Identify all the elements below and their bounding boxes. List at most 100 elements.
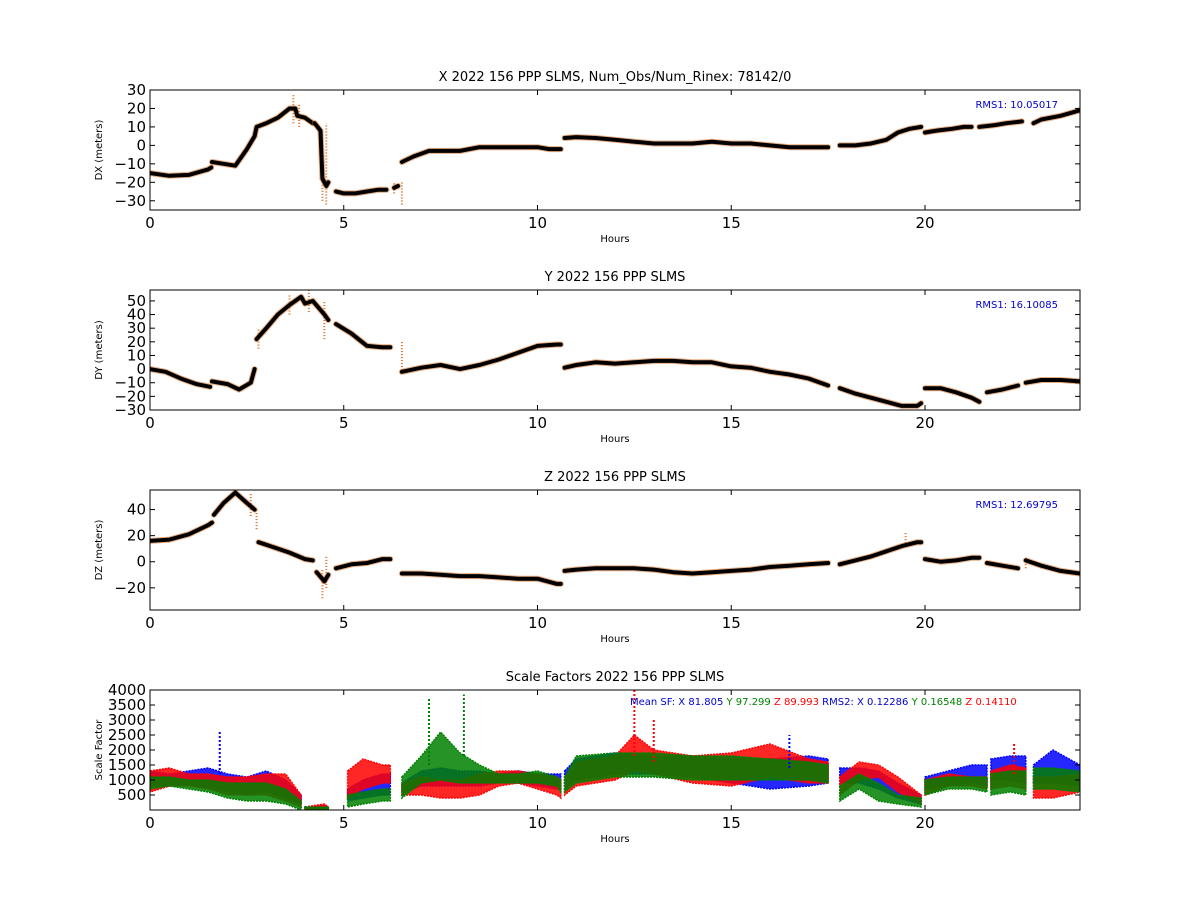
x-tick-label: 15 bbox=[722, 214, 741, 232]
annotation-part: Z 89.993 bbox=[771, 697, 819, 708]
series-segment bbox=[837, 386, 924, 408]
series-segment bbox=[399, 571, 563, 586]
x-axis-label: Hours bbox=[600, 434, 629, 445]
y-tick-label: 20 bbox=[127, 527, 146, 545]
series-segment bbox=[399, 145, 563, 164]
series-segment bbox=[562, 561, 831, 576]
x-tick-label: 5 bbox=[339, 814, 349, 832]
x-tick-label: 0 bbox=[145, 414, 155, 432]
x-tick-label: 10 bbox=[528, 614, 547, 632]
scale-factor-annotation: Mean SF: X 81.805 Y 97.299 Z 89.993 RMS2… bbox=[630, 697, 1017, 708]
series-segment bbox=[314, 570, 331, 584]
series-segment bbox=[399, 342, 563, 374]
series-segment bbox=[334, 557, 393, 571]
x-tick-label: 5 bbox=[339, 414, 349, 432]
scale-band-y bbox=[1032, 767, 1080, 793]
series-segment bbox=[150, 367, 213, 389]
y-axis-label: DX (meters) bbox=[94, 119, 105, 180]
y-tick-label: 3000 bbox=[108, 711, 146, 729]
chart-title: Scale Factors 2022 156 PPP SLMS bbox=[506, 670, 725, 685]
scale-band-y bbox=[924, 776, 988, 796]
chart-title: Y 2022 156 PPP SLMS bbox=[544, 270, 686, 285]
y-tick-label: 0 bbox=[136, 136, 146, 154]
y-tick-label: 2500 bbox=[108, 726, 146, 744]
series-segment bbox=[334, 187, 389, 196]
series-segment bbox=[392, 184, 400, 190]
y-tick-label: −20 bbox=[114, 387, 146, 405]
y-tick-label: 1500 bbox=[108, 756, 146, 774]
annotation-part: Mean SF: X 81.805 bbox=[630, 697, 723, 708]
plot-area bbox=[150, 93, 1080, 205]
y-tick-label: 1000 bbox=[108, 771, 146, 789]
x-tick-label: 5 bbox=[339, 214, 349, 232]
y-tick-label: 0 bbox=[136, 360, 146, 378]
y-tick-label: −30 bbox=[114, 401, 146, 419]
annotation-part: Y 0.16548 bbox=[908, 697, 962, 708]
y-tick-label: 30 bbox=[127, 319, 146, 337]
series-segment bbox=[837, 540, 924, 567]
y-tick-label: −30 bbox=[114, 192, 146, 210]
y-axis-label: Scale Factor bbox=[94, 719, 105, 781]
y-tick-label: −10 bbox=[114, 155, 146, 173]
x-tick-label: 0 bbox=[145, 614, 155, 632]
series-segment bbox=[1023, 558, 1080, 576]
series-segment bbox=[256, 540, 315, 563]
series-segment bbox=[210, 367, 257, 392]
annotation-part: RMS2: X 0.12286 bbox=[819, 697, 908, 708]
annotation-part: Z 0.14110 bbox=[962, 697, 1017, 708]
x-tick-label: 10 bbox=[528, 814, 547, 832]
series-segment bbox=[211, 490, 257, 517]
rms-annotation: RMS1: 16.10085 bbox=[975, 300, 1058, 311]
chart-title: X 2022 156 PPP SLMS, Num_Obs/Num_Rinex: … bbox=[439, 70, 792, 85]
y-tick-label: 40 bbox=[127, 501, 146, 519]
annotation-part: Y 97.299 bbox=[723, 697, 770, 708]
series-segment bbox=[923, 386, 982, 404]
plot-area bbox=[150, 490, 1080, 599]
series-segment bbox=[254, 294, 331, 342]
y-tick-label: 50 bbox=[127, 292, 146, 310]
y-tick-label: 10 bbox=[127, 346, 146, 364]
series-segment bbox=[210, 106, 315, 168]
series-segment bbox=[562, 358, 831, 388]
x-tick-label: 20 bbox=[915, 814, 934, 832]
y-tick-label: 2000 bbox=[108, 741, 146, 759]
series-segment bbox=[1023, 378, 1080, 385]
y-tick-label: 0 bbox=[136, 553, 146, 571]
series-segment bbox=[985, 383, 1020, 395]
y-axis-label: DY (meters) bbox=[94, 320, 105, 380]
y-tick-label: 20 bbox=[127, 333, 146, 351]
scale-band-y bbox=[839, 773, 922, 808]
scale-band-y bbox=[346, 788, 392, 808]
x-axis-label: Hours bbox=[600, 234, 629, 245]
x-tick-label: 0 bbox=[145, 814, 155, 832]
series-segment bbox=[923, 555, 982, 564]
y-tick-label: −10 bbox=[114, 374, 146, 392]
series-segment bbox=[1031, 108, 1080, 126]
x-tick-label: 20 bbox=[915, 614, 934, 632]
plot-area bbox=[150, 690, 1080, 810]
x-tick-label: 20 bbox=[915, 214, 934, 232]
y-tick-label: 20 bbox=[127, 99, 146, 117]
axes-frame bbox=[149, 489, 1081, 611]
scale-band-y bbox=[304, 806, 330, 810]
x-axis-label: Hours bbox=[600, 834, 629, 845]
series-segment bbox=[923, 124, 974, 135]
axes-frame bbox=[149, 289, 1081, 411]
series-segment bbox=[334, 322, 393, 350]
y-tick-label: 10 bbox=[127, 118, 146, 136]
series-segment bbox=[312, 121, 331, 188]
x-axis-label: Hours bbox=[600, 634, 629, 645]
y-tick-label: 500 bbox=[117, 786, 146, 804]
y-axis-label: DZ (meters) bbox=[94, 519, 105, 580]
y-tick-label: 40 bbox=[127, 306, 146, 324]
x-tick-label: 5 bbox=[339, 614, 349, 632]
x-tick-label: 20 bbox=[915, 414, 934, 432]
rms-annotation: RMS1: 10.05017 bbox=[975, 100, 1058, 111]
series-halo bbox=[398, 144, 564, 165]
rms-annotation: RMS1: 12.69795 bbox=[975, 500, 1058, 511]
series-segment bbox=[837, 124, 924, 148]
series-segment bbox=[985, 561, 1020, 571]
